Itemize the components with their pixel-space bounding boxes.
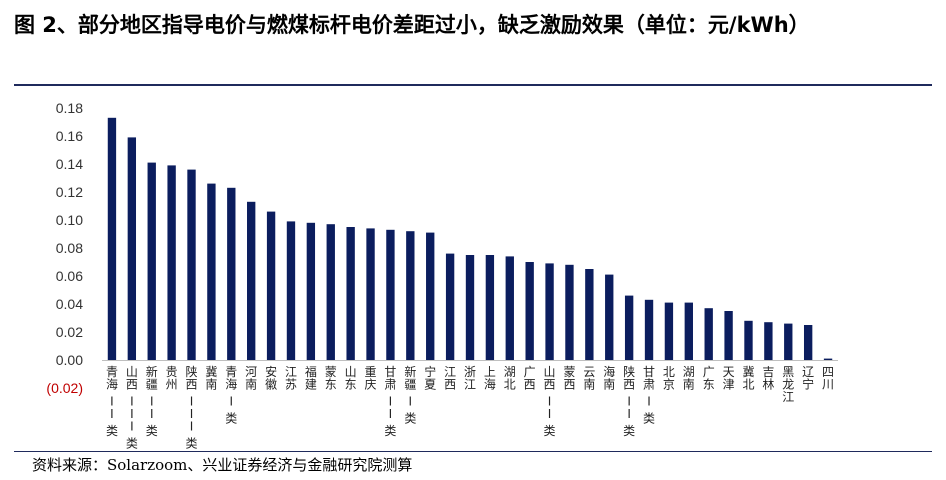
y-axis: 0.18 0.16 0.14 0.12 0.10 0.08 0.06 0.04 0.02 0.00… (46, 100, 83, 396)
bar (704, 308, 713, 360)
source-note: 资料来源：Solarzoom、兴业证券经济与金融研究院测算 (32, 456, 413, 474)
x-category-label: 湖北 (504, 364, 516, 392)
y-tick-label: 0.06 (56, 268, 83, 284)
x-category-label: 青海 I 类 (225, 365, 237, 425)
x-category-label: 山西 I I I 类 (126, 365, 138, 450)
x-category-label: 浙江 (464, 365, 476, 392)
x-category-label: 蒙东 (325, 365, 337, 392)
bar (306, 222, 316, 360)
bar (107, 117, 117, 360)
x-category-label: 河南 (245, 365, 257, 392)
bar (127, 137, 137, 360)
x-category-label: 冀南 (205, 365, 217, 392)
x-category-label: 上海 (484, 365, 496, 392)
x-category-label: 海南 (603, 364, 615, 392)
bar (505, 256, 514, 360)
bar (684, 302, 693, 360)
x-category-label: 吉林 (762, 365, 774, 392)
bar (664, 302, 674, 360)
source-rule (14, 451, 932, 452)
x-category-label: 湖南 (683, 364, 695, 392)
bar (227, 187, 236, 360)
x-category-label: 天津 (723, 365, 735, 392)
bar (764, 322, 773, 360)
bar (545, 263, 554, 360)
bar (445, 253, 455, 360)
x-category-label: 青海 I I 类 (106, 365, 118, 438)
x-category-label: 福建 (305, 364, 317, 392)
x-category-label: 云南 (583, 365, 595, 392)
x-category-label: 江苏 (285, 365, 297, 392)
bar (465, 255, 475, 360)
x-category-label: 陕西 I I 类 (623, 364, 635, 438)
x-category-label: 甘肃 I 类 (643, 365, 655, 425)
x-category-label: 新疆 I 类 (404, 364, 416, 425)
bar (167, 165, 176, 360)
bar (386, 229, 395, 360)
bar (266, 211, 276, 360)
bar (247, 201, 256, 360)
y-tick-label: 0.02 (56, 324, 83, 340)
bar (565, 264, 574, 360)
bar (585, 269, 594, 360)
x-category-label: 山西 I I 类 (544, 365, 556, 438)
bar (286, 221, 296, 360)
bar (525, 262, 534, 360)
x-category-label: 重庆 (365, 365, 377, 392)
x-category-label: 北京 (663, 365, 675, 392)
bar (187, 169, 196, 360)
x-category-label: 山东 (345, 365, 357, 392)
bar (605, 274, 614, 360)
bar (823, 358, 833, 360)
x-category-label: 广西 (524, 365, 536, 392)
x-category-label: 黑龙江 (782, 365, 794, 404)
bar (803, 325, 813, 360)
y-tick-label: 0.16 (56, 128, 83, 144)
bar (724, 311, 733, 360)
y-tick-label: 0.08 (56, 240, 83, 256)
bar (485, 255, 495, 360)
bar (207, 183, 216, 360)
bar (744, 320, 753, 360)
y-tick-label: 0.00 (56, 352, 83, 368)
x-category-label: 四川 (822, 365, 834, 392)
bars (107, 117, 833, 360)
x-category-label: 宁夏 (424, 364, 436, 392)
x-category-label: 甘肃 I I 类 (384, 365, 396, 438)
x-category-label: 安徽 (265, 364, 277, 392)
y-tick-label: 0.12 (56, 184, 83, 200)
x-category-label: 冀北 (742, 365, 754, 392)
y-tick-label: 0.10 (56, 212, 83, 228)
bar (426, 232, 435, 360)
x-category-label: 江西 (444, 365, 456, 392)
y-tick-label: 0.18 (56, 100, 83, 116)
bar (406, 231, 415, 360)
bar (346, 227, 355, 360)
y-tick-label: (0.02) (46, 380, 83, 396)
x-category-label: 陕西 I I I 类 (186, 364, 198, 450)
x-category-label: 新疆 I I 类 (146, 364, 158, 438)
bar (624, 295, 634, 360)
x-category-label: 辽宁 (802, 365, 814, 392)
bar (784, 323, 793, 360)
x-category-label: 贵州 (166, 365, 178, 392)
y-tick-label: 0.14 (56, 156, 83, 172)
y-tick-label: 0.04 (56, 296, 83, 312)
title-rule (14, 84, 932, 86)
bar (326, 224, 335, 360)
bar (366, 228, 375, 360)
bar (147, 162, 156, 360)
bar (644, 299, 654, 360)
chart-title: 图 2、部分地区指导电价与燃煤标杆电价差距过小，缺乏激励效果（单位：元/kWh） (14, 13, 810, 37)
x-category-label: 蒙西 (563, 365, 575, 392)
x-category-label: 广东 (703, 365, 715, 392)
